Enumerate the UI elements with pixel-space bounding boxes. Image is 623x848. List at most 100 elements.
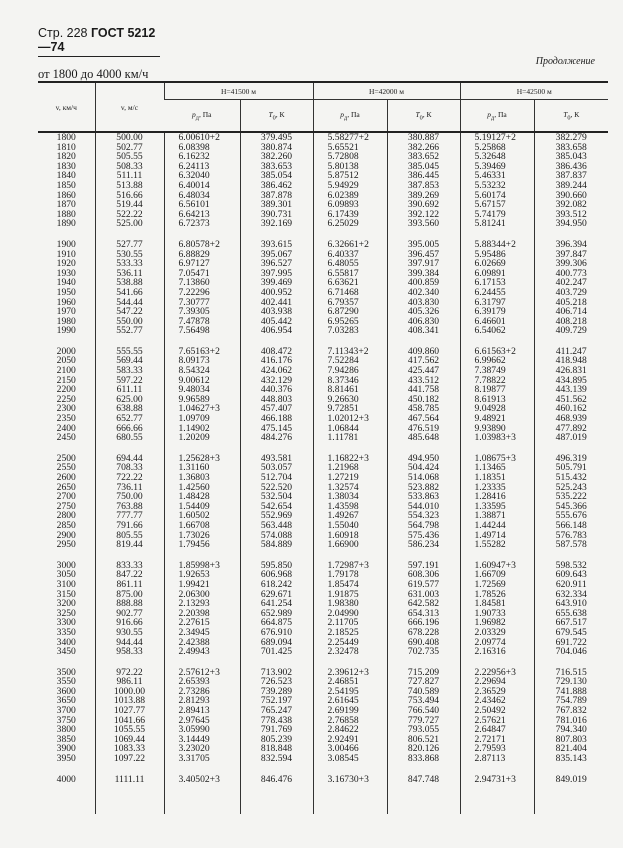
pressure-cell: 2.49943 bbox=[163, 647, 240, 657]
temperature-cell: 525.243 bbox=[533, 482, 608, 493]
speed-kmh-cell: 2950 bbox=[56, 539, 76, 551]
pressure-cell: 2.61645 bbox=[312, 696, 387, 707]
pressure-cell: 1.33595 bbox=[459, 502, 534, 512]
pressure-cell: 1.36803 bbox=[163, 473, 240, 483]
pressure-cell: 1.79178 bbox=[312, 570, 387, 580]
temperature-cell: 485.648 bbox=[386, 433, 460, 443]
pressure-cell: 6.72373 bbox=[163, 219, 240, 229]
pressure-cell: 9.48921 bbox=[459, 414, 534, 424]
pressure-cell: 1.55282 bbox=[459, 540, 534, 550]
speed-ms-cell: 1097.22 bbox=[94, 754, 164, 764]
table-row: 3550 986.11 2.65393 726.523 2.46851 727.827 2.… bbox=[38, 677, 608, 687]
temperature-cell: 575.436 bbox=[386, 530, 460, 541]
pressure-cell: 5.58277+2 bbox=[312, 132, 387, 143]
temperature-cell: 741.888 bbox=[533, 687, 608, 697]
speed-ms-cell: 916.66 bbox=[94, 618, 164, 628]
pressure-cell: 1.16822+3 bbox=[312, 454, 387, 464]
temperature-cell: 432.129 bbox=[239, 376, 313, 386]
subscript: 0 bbox=[567, 114, 571, 122]
speed-ms-cell: 930.55 bbox=[94, 628, 164, 638]
table-row: 2900 805.55 1.73026 574.088 1.60918 575.436 1.… bbox=[38, 530, 608, 541]
header-altitude-3: H=42500 м bbox=[459, 81, 608, 100]
pressure-cell: 2.25449 bbox=[312, 637, 387, 648]
pressure-cell: 1.79456 bbox=[163, 540, 240, 550]
speed-kmh-cell: 1900 bbox=[56, 238, 76, 250]
table-row: 1950 541.66 7.22296 400.952 6.71468 402.340 6.… bbox=[38, 288, 608, 298]
temperature-cell: 713.902 bbox=[239, 668, 313, 678]
pressure-cell: 1.14902 bbox=[163, 424, 240, 434]
pressure-cell: 1.90733 bbox=[459, 609, 534, 619]
speed-ms-cell: 750.00 bbox=[94, 492, 164, 502]
pressure-cell: 7.94286 bbox=[312, 366, 387, 376]
temperature-cell: 383.652 bbox=[386, 152, 460, 162]
speed-ms-cell: 958.33 bbox=[94, 647, 164, 657]
table-row: 3050 847.22 1.92653 606.968 1.79178 608.306 1.… bbox=[38, 570, 608, 580]
temperature-cell: 664.875 bbox=[239, 618, 313, 628]
pressure-cell: 5.65521 bbox=[312, 142, 387, 153]
subscript: 0 bbox=[419, 114, 423, 122]
temperature-cell: 397.847 bbox=[533, 249, 608, 260]
speed-ms-cell: 519.44 bbox=[94, 200, 164, 210]
pressure-cell: 5.53232 bbox=[459, 181, 534, 191]
temperature-cell: 576.783 bbox=[533, 530, 608, 541]
table-row: 2300 638.88 1.04627+3 457.407 9.72851 458.785… bbox=[38, 404, 608, 415]
temperature-cell: 832.594 bbox=[239, 754, 313, 764]
temperature-cell: 386.436 bbox=[533, 162, 608, 172]
speed-kmh-cell: 1890 bbox=[56, 218, 76, 230]
table-row: 3000 833.33 1.85998+3 595.850 1.72987+3 597.1… bbox=[38, 561, 608, 571]
pressure-cell: 1.48428 bbox=[163, 492, 240, 502]
temperature-cell: 386.445 bbox=[386, 171, 460, 181]
temperature-cell: 484.276 bbox=[239, 433, 313, 443]
temperature-cell: 532.504 bbox=[239, 492, 313, 502]
pressure-cell: 9.96589 bbox=[163, 395, 240, 405]
temperature-cell: 752.197 bbox=[239, 696, 313, 707]
pressure-cell: 7.30777 bbox=[163, 297, 240, 308]
pressure-cell: 1.27219 bbox=[312, 473, 387, 483]
pressure-cell: 1.73026 bbox=[163, 530, 240, 541]
pressure-cell: 1.78526 bbox=[459, 589, 534, 600]
unit: , Па bbox=[347, 109, 360, 119]
table-row: 2350 652.77 1.09709 466.188 1.02012+3 467.564… bbox=[38, 414, 608, 424]
speed-kmh-cell: 2600 bbox=[56, 472, 76, 483]
speed-kmh-cell: 2450 bbox=[56, 432, 76, 444]
speed-ms-cell: 847.22 bbox=[94, 570, 164, 580]
speed-kmh-cell: 3300 bbox=[56, 617, 76, 629]
speed-kmh-cell: 3650 bbox=[56, 695, 76, 707]
pressure-cell: 6.32661+2 bbox=[312, 240, 387, 250]
temperature-cell: 390.692 bbox=[386, 200, 460, 210]
pressure-cell: 9.00612 bbox=[163, 376, 240, 386]
temperature-cell: 643.910 bbox=[533, 599, 608, 609]
speed-ms-cell: 888.88 bbox=[94, 599, 164, 609]
temperature-cell: 629.671 bbox=[239, 589, 313, 600]
temperature-cell: 667.517 bbox=[533, 618, 608, 628]
pressure-cell: 6.31797 bbox=[459, 297, 534, 308]
pressure-cell: 2.13293 bbox=[163, 599, 240, 609]
speed-kmh-cell: 3050 bbox=[56, 569, 76, 581]
temperature-cell: 397.917 bbox=[386, 259, 460, 269]
pressure-cell: 1.21968 bbox=[312, 463, 387, 473]
pressure-cell: 7.56498 bbox=[163, 326, 240, 336]
pressure-cell: 1.49714 bbox=[459, 530, 534, 541]
pressure-cell: 1.13465 bbox=[459, 463, 534, 473]
table-row: 2050 569.44 8.09173 416.176 7.52284 417.562 6.… bbox=[38, 356, 608, 367]
table-row: 2450 680.55 1.20209 484.276 1.11781 485.648 1.… bbox=[38, 433, 608, 443]
temperature-cell: 402.247 bbox=[533, 278, 608, 288]
table-row: 2750 763.88 1.54409 542.654 1.43598 544.010 1.… bbox=[38, 502, 608, 512]
temperature-cell: 399.306 bbox=[533, 259, 608, 269]
temperature-cell: 494.950 bbox=[386, 454, 460, 464]
unit: , К bbox=[570, 109, 580, 119]
pressure-cell: 6.95265 bbox=[312, 317, 387, 327]
group-separator bbox=[38, 335, 608, 347]
header-altitude-2: H=42000 м bbox=[312, 81, 460, 100]
pressure-cell: 2.89413 bbox=[163, 706, 240, 716]
pressure-cell: 7.39305 bbox=[163, 307, 240, 317]
temperature-cell: 702.735 bbox=[386, 647, 460, 657]
pressure-cell: 7.22296 bbox=[163, 288, 240, 298]
temperature-cell: 791.769 bbox=[239, 725, 313, 735]
speed-ms-cell: 722.22 bbox=[94, 473, 164, 483]
pressure-cell: 1.84581 bbox=[459, 599, 534, 609]
temperature-cell: 781.016 bbox=[533, 716, 608, 726]
pressure-cell: 1.28416 bbox=[459, 492, 534, 502]
speed-ms-cell: 638.88 bbox=[94, 404, 164, 415]
table-row: 3350 930.55 2.34945 676.910 2.18525 678.228 2.… bbox=[38, 628, 608, 638]
